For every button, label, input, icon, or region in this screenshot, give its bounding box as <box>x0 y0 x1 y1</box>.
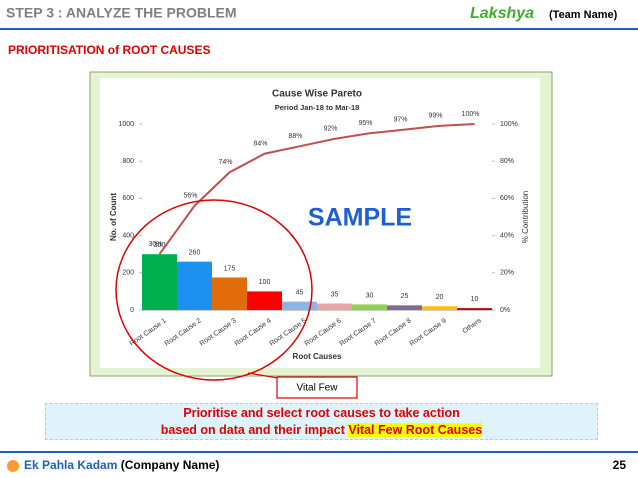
banner-text: based on data and their impact <box>160 423 349 437</box>
chart-subtitle: Period Jan-18 to Mar-18 <box>275 103 360 112</box>
bar <box>142 254 177 310</box>
y2-tick-label: 40% <box>500 232 514 239</box>
bar-value-label: 10 <box>471 296 479 303</box>
callout-box <box>276 376 358 399</box>
callout-text: Vital Few <box>297 383 339 394</box>
bar <box>387 305 422 310</box>
page-number: 25 <box>613 458 627 472</box>
company-name: Ek Pahla Kadam <box>24 458 117 472</box>
y-tick-label: 200 <box>122 270 134 277</box>
banner-line: based on data and their impact Vital Few… <box>46 422 597 439</box>
pareto-line <box>158 123 475 255</box>
company: Ek Pahla Kadam (Company Name) <box>24 458 219 472</box>
slide-title: STEP 3 : ANALYZE THE PROBLEM <box>6 5 237 21</box>
bar <box>422 306 457 310</box>
bar <box>457 308 492 310</box>
line-value-label: 100% <box>462 111 480 118</box>
section-title: PRIORITISATION of ROOT CAUSES <box>8 43 210 57</box>
line-value-label: 88% <box>288 133 302 140</box>
y2-axis-label: % Contribution <box>521 191 530 243</box>
y2-tick-label: 60% <box>500 195 514 202</box>
banner-line: Prioritise and select root causes to tak… <box>183 406 460 420</box>
highlight-ellipse <box>115 199 313 381</box>
bar <box>317 303 352 310</box>
bar-value-label: 260 <box>189 249 201 256</box>
y-tick-label: 0 <box>130 307 134 314</box>
bar-value-label: 25 <box>401 293 409 300</box>
bar <box>177 261 212 310</box>
bar-value-label: 30 <box>366 292 374 299</box>
line-value-label: 92% <box>323 126 337 133</box>
y-axis-label: No. of Count <box>109 193 118 241</box>
line-value-label: 99% <box>428 113 442 120</box>
y-tick-label: 1000 <box>118 121 134 128</box>
bar <box>282 301 317 310</box>
bar <box>212 277 247 310</box>
banner: Prioritise and select root causes to tak… <box>45 403 598 440</box>
team-name: (Team Name) <box>549 9 618 21</box>
banner-highlight: Vital Few Root Causes <box>348 423 483 437</box>
y-tick-label: 400 <box>122 232 134 239</box>
bar <box>352 304 387 310</box>
line-value-label: 74% <box>218 159 232 166</box>
line-value-label: 30% <box>148 241 162 248</box>
watermark: SAMPLE <box>308 204 412 232</box>
bar-value-label: 45 <box>296 289 304 296</box>
y-tick-label: 800 <box>122 158 134 165</box>
line-value-label: 95% <box>358 120 372 127</box>
x-axis-label: Root Causes <box>293 352 342 361</box>
line-value-label: 84% <box>253 141 267 148</box>
bar-value-label: 35 <box>331 291 339 298</box>
y2-tick-label: 80% <box>500 158 514 165</box>
y2-tick-label: 0% <box>500 307 510 314</box>
y-tick-label: 600 <box>122 195 134 202</box>
logo: Lakshya <box>470 5 534 22</box>
y2-tick-label: 20% <box>500 270 514 277</box>
bar-value-label: 300 <box>154 242 166 249</box>
line-value-label: 97% <box>393 116 407 123</box>
y2-tick-label: 100% <box>500 121 518 128</box>
plot-background <box>100 78 540 368</box>
bar-value-label: 175 <box>224 265 236 272</box>
line-value-label: 56% <box>183 193 197 200</box>
bar-value-label: 100 <box>259 279 271 286</box>
bar <box>247 291 282 310</box>
company-note: (Company Name) <box>121 458 220 472</box>
company-logo <box>7 460 19 472</box>
bar-value-label: 20 <box>436 294 444 301</box>
chart-title: Cause Wise Pareto <box>272 89 362 100</box>
